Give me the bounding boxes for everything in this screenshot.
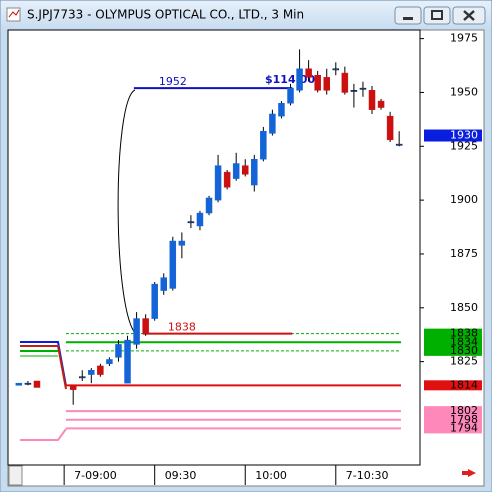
candle-body bbox=[305, 68, 312, 78]
level-label: 1798 bbox=[450, 413, 478, 426]
level-tag bbox=[424, 406, 482, 417]
candle-body bbox=[332, 68, 340, 71]
level-label: 1802 bbox=[450, 404, 478, 417]
window-title: S.JPJ7733 - OLYMPUS OPTICAL CO., LTD., 3… bbox=[27, 8, 304, 22]
button-glyph bbox=[431, 10, 443, 20]
last-price-label: 1930 bbox=[450, 129, 478, 142]
y-tick-label: 1975 bbox=[450, 32, 478, 45]
candle-body bbox=[278, 102, 285, 117]
app-icon bbox=[6, 7, 21, 22]
level-label: 1834 bbox=[450, 335, 478, 348]
level-label: 1794 bbox=[450, 421, 478, 434]
measure-label: $114.00 bbox=[265, 73, 315, 86]
close-button[interactable] bbox=[452, 6, 486, 25]
candle-body bbox=[106, 359, 113, 365]
candle-body bbox=[241, 165, 249, 175]
candle-body bbox=[395, 143, 403, 146]
candle-body bbox=[296, 68, 303, 91]
candle-body bbox=[251, 158, 258, 186]
candle-body bbox=[79, 376, 86, 379]
plot-area bbox=[7, 29, 421, 466]
app-icon-glyph bbox=[8, 9, 20, 18]
candle-body bbox=[88, 369, 95, 375]
x-tick-label: 7-10:30 bbox=[346, 469, 389, 482]
candle-body bbox=[269, 113, 276, 134]
y-tick-label: 1875 bbox=[450, 247, 478, 260]
level-label: 1838 bbox=[450, 327, 478, 340]
candle-body bbox=[169, 240, 177, 289]
minimize-button[interactable] bbox=[394, 6, 422, 25]
candle-body bbox=[377, 100, 385, 108]
level-tag bbox=[424, 414, 482, 425]
candle-body bbox=[232, 163, 240, 179]
candle-body bbox=[368, 90, 376, 110]
candle-body bbox=[386, 115, 394, 141]
y-tick-label: 1950 bbox=[450, 85, 478, 98]
candle-body bbox=[359, 87, 367, 90]
level-label: 1830 bbox=[450, 344, 478, 357]
x-tick-label: 09:30 bbox=[165, 469, 197, 482]
button-glyph bbox=[463, 10, 475, 21]
candle-body bbox=[15, 382, 23, 386]
y-tick-label: 1925 bbox=[450, 139, 478, 152]
level-tag bbox=[424, 328, 482, 339]
level-tag bbox=[424, 337, 482, 348]
candle-body bbox=[97, 365, 104, 375]
x-tick-label: 7-09:00 bbox=[74, 469, 117, 482]
candle-body bbox=[178, 240, 186, 246]
candle-body bbox=[160, 277, 167, 291]
candle-body bbox=[341, 72, 349, 93]
y-tick-label: 1900 bbox=[450, 193, 478, 206]
level-step bbox=[20, 345, 67, 390]
candle-body bbox=[350, 90, 358, 92]
candle-body bbox=[133, 318, 140, 345]
candle-body bbox=[214, 165, 222, 201]
last-price-tag bbox=[424, 129, 482, 142]
measure-bracket bbox=[117, 89, 139, 337]
candle-body bbox=[115, 344, 122, 358]
button-frame bbox=[423, 6, 451, 25]
candle-body bbox=[205, 197, 213, 214]
button-frame bbox=[394, 6, 422, 25]
candle-body bbox=[24, 382, 32, 385]
scroll-arrow[interactable] bbox=[462, 469, 476, 477]
candle-body bbox=[33, 380, 41, 388]
x-tick-label: 10:00 bbox=[255, 469, 287, 482]
y-tick-label: 1850 bbox=[450, 301, 478, 314]
candle-body bbox=[287, 87, 294, 104]
candle-body bbox=[223, 171, 231, 188]
candle-body bbox=[323, 77, 330, 91]
annotation-label: 1838 bbox=[168, 321, 196, 334]
candle-body bbox=[196, 212, 204, 227]
candle-body bbox=[187, 221, 195, 224]
level-label: 1814 bbox=[450, 378, 478, 391]
level-tag bbox=[424, 380, 482, 391]
candle-body bbox=[69, 385, 77, 390]
candle-body bbox=[314, 74, 321, 91]
candle-body bbox=[151, 283, 158, 319]
candle-body bbox=[142, 318, 149, 334]
level-tag bbox=[424, 423, 482, 434]
scroll-box[interactable] bbox=[8, 465, 23, 486]
candle-body bbox=[124, 339, 131, 384]
y-tick-label: 1825 bbox=[450, 355, 478, 368]
level-tag bbox=[424, 345, 482, 356]
maximize-button[interactable] bbox=[423, 6, 451, 25]
candle-body bbox=[260, 130, 267, 160]
level-step bbox=[20, 428, 67, 441]
button-glyph bbox=[403, 17, 413, 20]
annotation-label: 1952 bbox=[159, 75, 187, 88]
